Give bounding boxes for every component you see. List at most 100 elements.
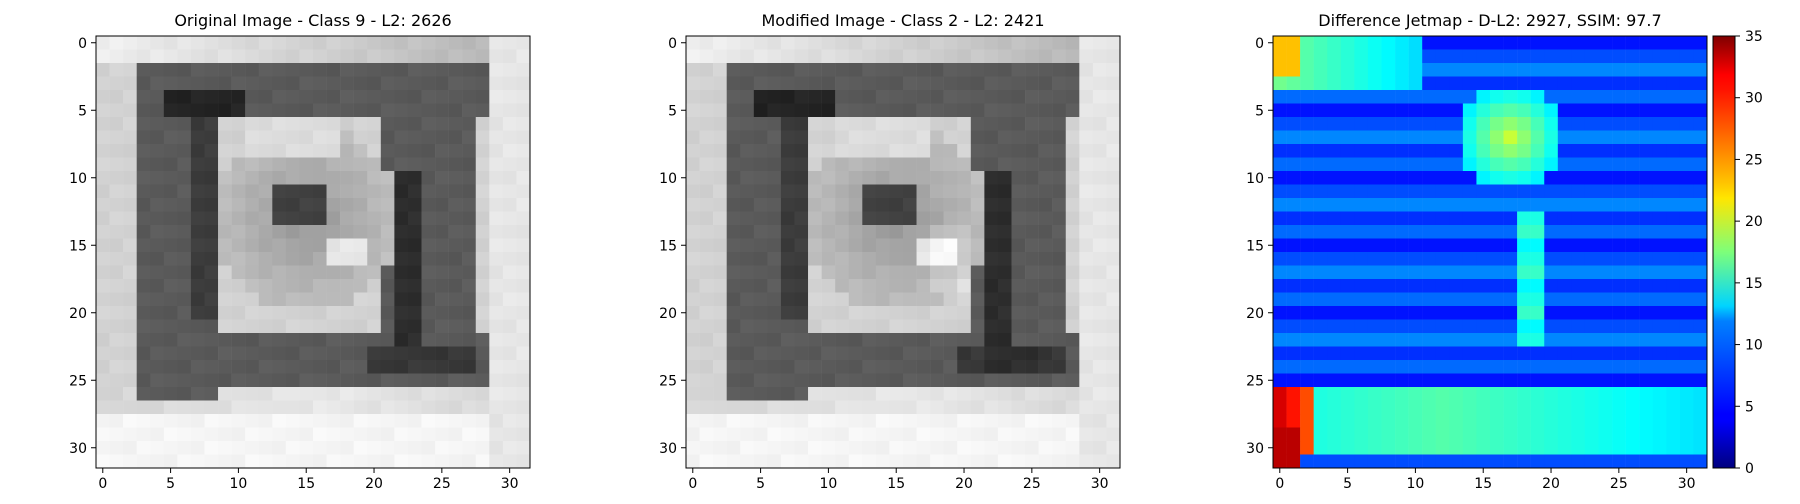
heatmap-cell [1544, 400, 1559, 415]
heatmap-cell [380, 36, 395, 50]
heatmap-cell [1679, 63, 1694, 77]
heatmap-cell [1313, 90, 1328, 104]
heatmap-cell [889, 306, 904, 320]
heatmap-cell [984, 117, 999, 131]
heatmap-cell [1025, 198, 1039, 212]
heatmap-cell [957, 292, 972, 307]
heatmap-cell [1449, 279, 1464, 293]
heatmap-cell [258, 198, 273, 212]
heatmap-cell [1517, 63, 1531, 77]
heatmap-cell [258, 252, 273, 266]
heatmap-cell [726, 319, 741, 334]
heatmap-cell [177, 211, 192, 226]
heatmap-cell [686, 225, 700, 239]
heatmap-cell [1652, 184, 1667, 199]
heatmap-cell [299, 103, 314, 118]
heatmap-cell [123, 36, 137, 50]
heatmap-cell [421, 252, 436, 266]
heatmap-cell [1327, 90, 1342, 104]
heatmap-cell [1612, 63, 1626, 77]
heatmap-cell [1679, 292, 1694, 307]
heatmap-cell [407, 454, 422, 469]
heatmap-cell [502, 144, 517, 158]
heatmap-cell [1612, 333, 1626, 347]
heatmap-cell [794, 360, 809, 374]
heatmap-cell [1065, 454, 1080, 469]
heatmap-cell [150, 373, 165, 388]
heatmap-cell [421, 319, 436, 334]
heatmap-cell [340, 252, 354, 266]
heatmap-cell [190, 63, 205, 77]
heatmap-cell [1625, 63, 1640, 77]
heatmap-cell [1598, 414, 1613, 428]
heatmap-cell [421, 360, 436, 374]
heatmap-cell [326, 319, 341, 334]
heatmap-cell [889, 238, 904, 253]
heatmap-cell [231, 333, 246, 347]
heatmap-cell [1079, 36, 1094, 50]
heatmap-cell [136, 454, 151, 469]
heatmap-cell [1530, 265, 1545, 280]
heatmap-cell [1079, 252, 1094, 266]
heatmap-cell [726, 454, 741, 469]
heatmap-cell [713, 90, 727, 104]
heatmap-cell [1408, 319, 1423, 334]
heatmap-cell [780, 292, 795, 307]
heatmap-cell [1381, 414, 1396, 428]
heatmap-cell [475, 103, 490, 118]
heatmap-cell [1462, 441, 1477, 455]
heatmap-cell [1584, 454, 1599, 469]
heatmap-cell [407, 265, 422, 280]
heatmap-cell [835, 90, 850, 104]
heatmap-cell [1052, 346, 1067, 361]
heatmap-cell [1639, 157, 1654, 172]
heatmap-cell [875, 238, 890, 253]
heatmap-cell [943, 198, 958, 212]
heatmap-cell [1106, 373, 1121, 388]
heatmap-cell [1503, 144, 1518, 158]
heatmap-cell [340, 184, 354, 199]
heatmap-cell [1340, 333, 1355, 347]
heatmap-cell [1490, 292, 1504, 307]
heatmap-cell [1557, 319, 1572, 334]
heatmap-cell [1571, 117, 1586, 131]
heatmap-cell [1367, 387, 1382, 401]
heatmap-cell [1354, 454, 1369, 469]
heatmap-cell [1584, 36, 1599, 50]
heatmap-cell [943, 360, 958, 374]
heatmap-cell [930, 346, 944, 361]
heatmap-cell [380, 144, 395, 158]
heatmap-cell [1381, 441, 1396, 455]
heatmap-cell [713, 63, 727, 77]
heatmap-cell [516, 319, 531, 334]
heatmap-cell [1490, 171, 1504, 185]
heatmap-cell [489, 90, 504, 104]
heatmap-cell [835, 292, 850, 307]
heatmap-cell [780, 49, 795, 64]
heatmap-cell [821, 454, 836, 469]
heatmap-cell [299, 319, 314, 334]
heatmap-cell [1612, 36, 1626, 50]
heatmap-cell [1530, 441, 1545, 455]
heatmap-cell [1025, 414, 1039, 428]
heatmap-cell [177, 90, 192, 104]
heatmap-cell [1449, 157, 1464, 172]
heatmap-cell [150, 171, 165, 185]
heatmap-cell [1092, 157, 1107, 172]
heatmap-cell [984, 211, 999, 226]
heatmap-cell [740, 373, 755, 388]
heatmap-cell [930, 319, 944, 334]
heatmap-cell [943, 117, 958, 131]
heatmap-cell [516, 63, 531, 77]
heatmap-cell [1679, 225, 1694, 239]
heatmap-cell [1395, 414, 1409, 428]
heatmap-cell [448, 292, 463, 307]
heatmap-cell [1666, 171, 1681, 185]
heatmap-cell [1584, 306, 1599, 320]
heatmap-cell [767, 373, 782, 388]
heatmap-cell [163, 211, 178, 226]
heatmap-cell [1286, 211, 1301, 226]
heatmap-cell [1462, 49, 1477, 64]
heatmap-cell [421, 373, 436, 388]
heatmap-cell [367, 144, 382, 158]
